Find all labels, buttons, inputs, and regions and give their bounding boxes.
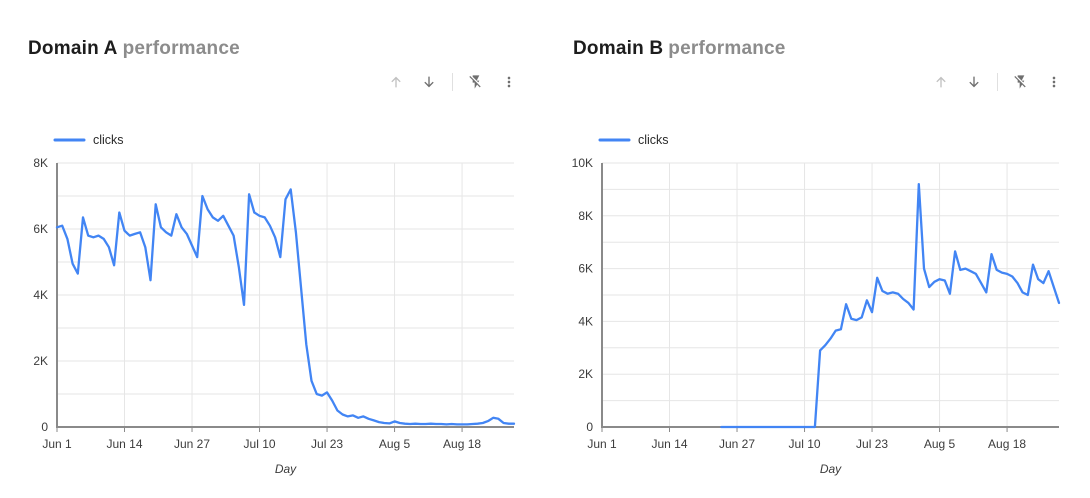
x-tick-label: Aug 5 — [379, 437, 411, 451]
move-up-button[interactable] — [929, 70, 953, 94]
move-up-button[interactable] — [384, 70, 408, 94]
x-tick-label: Jun 1 — [587, 437, 617, 451]
chart-toolbar — [929, 70, 1066, 94]
y-tick-label: 0 — [41, 420, 48, 434]
y-tick-label: 0 — [586, 420, 593, 434]
y-tick-label: 2K — [578, 367, 593, 381]
x-tick-label: Jun 14 — [106, 437, 142, 451]
chart-title-main: Domain A — [28, 37, 118, 59]
x-tick-label: Aug 18 — [988, 437, 1026, 451]
y-tick-label: 8K — [33, 156, 48, 170]
y-tick-label: 6K — [33, 222, 48, 236]
x-tick-label: Aug 18 — [443, 437, 481, 451]
move-down-button[interactable] — [417, 70, 441, 94]
clicks-series-line — [720, 182, 1061, 429]
x-tick-label: Jun 1 — [42, 437, 72, 451]
x-axis-title: Day — [820, 462, 842, 476]
y-tick-label: 4K — [33, 288, 48, 302]
quick-actions-button[interactable] — [1009, 70, 1033, 94]
legend-label: clicks — [638, 133, 669, 147]
chart-title-sub: performance — [668, 37, 786, 59]
arrow-down-icon — [424, 76, 434, 88]
y-tick-label: 6K — [578, 262, 593, 276]
arrow-up-icon — [936, 76, 946, 88]
x-axis-title: Day — [275, 462, 297, 476]
clicks-series-line — [55, 188, 516, 426]
toolbar-divider — [452, 73, 453, 91]
flash-off-icon — [1014, 75, 1026, 89]
toolbar-divider — [997, 73, 998, 91]
x-tick-label: Jul 10 — [244, 437, 276, 451]
move-down-button[interactable] — [962, 70, 986, 94]
kebab-menu-icon — [1052, 76, 1056, 88]
y-tick-label: 4K — [578, 314, 593, 328]
y-tick-label: 2K — [33, 354, 48, 368]
chart-title-main: Domain B — [573, 37, 664, 59]
kebab-menu-icon — [507, 76, 511, 88]
x-tick-label: Aug 5 — [924, 437, 956, 451]
y-tick-label: 10K — [572, 156, 593, 170]
x-tick-label: Jun 27 — [719, 437, 755, 451]
chart-title-sub: performance — [122, 37, 240, 59]
legend-label: clicks — [93, 133, 124, 147]
quick-actions-button[interactable] — [464, 70, 488, 94]
x-tick-label: Jul 10 — [789, 437, 821, 451]
y-tick-label: 8K — [578, 209, 593, 223]
flash-off-icon — [469, 75, 481, 89]
x-tick-label: Jul 23 — [856, 437, 888, 451]
domain-a-clicks-line-chart[interactable]: Jun 1 Jun 14 Jun 27 Jul 10 Jul 23 Aug 5 Aug 18… — [0, 120, 545, 498]
more-options-button[interactable] — [497, 70, 521, 94]
arrow-up-icon — [391, 76, 401, 88]
x-tick-label: Jun 14 — [651, 437, 687, 451]
more-options-button[interactable] — [1042, 70, 1066, 94]
x-tick-label: Jun 27 — [174, 437, 210, 451]
domain-b-clicks-line-chart[interactable]: Jun 1 Jun 14 Jun 27 Jul 10 Jul 23 Aug 5 Aug 18… — [545, 120, 1090, 498]
x-tick-label: Jul 23 — [311, 437, 343, 451]
chart-toolbar — [384, 70, 521, 94]
arrow-down-icon — [969, 76, 979, 88]
